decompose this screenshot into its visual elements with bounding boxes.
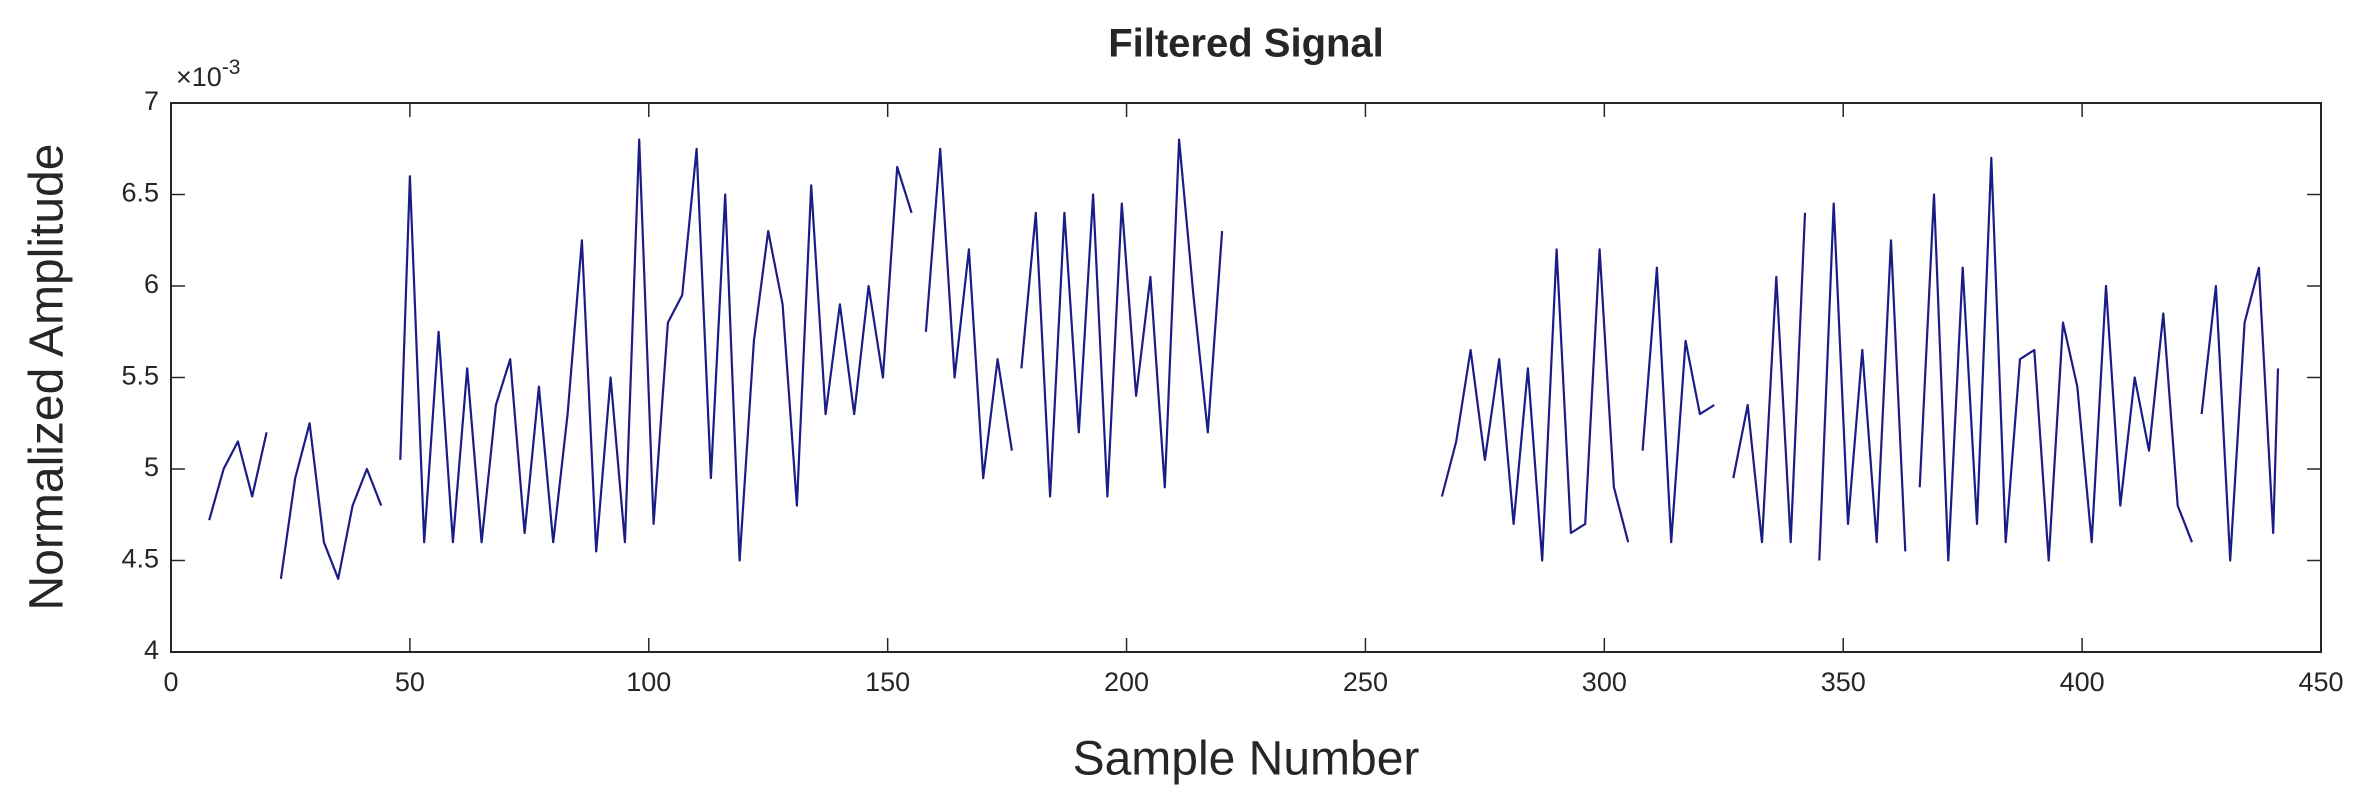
y-multiplier: ×10-3	[176, 56, 241, 92]
y-tick-label: 6	[144, 269, 159, 299]
y-tick-label: 4.5	[121, 544, 159, 574]
x-tick-label: 200	[1104, 667, 1149, 697]
y-tick-label: 5	[144, 452, 159, 482]
multiplier-exponent: -3	[222, 56, 241, 79]
plot-area	[171, 103, 2321, 652]
x-tick-label: 150	[865, 667, 910, 697]
chart-title: Filtered Signal	[1108, 22, 1384, 66]
x-tick-label: 250	[1343, 667, 1388, 697]
x-tick-label: 450	[2298, 667, 2343, 697]
signal-line	[208, 138, 2280, 580]
y-tick-label: 6.5	[121, 178, 159, 208]
y-tick-label: 7	[144, 86, 159, 116]
x-tick-label: 400	[2060, 667, 2105, 697]
x-tick-label: 300	[1582, 667, 1627, 697]
x-tick-label: 50	[395, 667, 425, 697]
y-axis-label: Normalized Amplitude	[21, 144, 74, 611]
multiplier-base: ×10	[176, 62, 222, 92]
plot-frame	[170, 102, 2322, 653]
y-tick-label: 4	[144, 635, 159, 665]
x-axis-label: Sample Number	[1073, 733, 1420, 786]
x-tick-label: 100	[626, 667, 671, 697]
y-tick-label: 5.5	[121, 361, 159, 391]
x-tick-label: 0	[163, 667, 178, 697]
x-tick-label: 350	[1821, 667, 1866, 697]
